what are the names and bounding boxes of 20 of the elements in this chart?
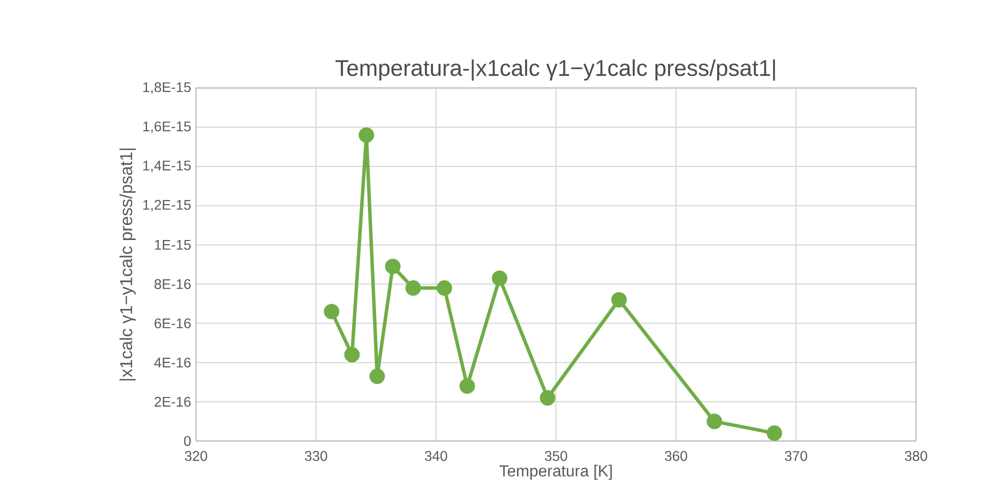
chart-title: Temperatura-|x1calc γ1−y1calc press/psat1| (335, 59, 775, 81)
x-tick-label: 330 (304, 451, 328, 461)
y-tick-label: 4E-16 (154, 358, 191, 368)
y-tick-label: 1,2E-15 (143, 200, 191, 212)
x-tick-label: 370 (784, 451, 808, 461)
y-axis-title: |x1calc γ1−y1calc press/psat1| (120, 148, 136, 380)
x-tick-label: 360 (664, 451, 688, 461)
y-tick-label: 8E-16 (154, 279, 191, 290)
x-tick-label: 340 (424, 451, 448, 461)
x-tick-label: 380 (904, 451, 928, 461)
y-tick-label: 0 (184, 436, 191, 446)
x-axis-title: Temperatura [K] (499, 464, 612, 480)
y-tick-label: 1E-15 (155, 240, 191, 250)
x-tick-label: 350 (544, 451, 568, 461)
y-tick-label: 1,6E-15 (143, 121, 191, 134)
y-tick-label: 1,4E-15 (143, 160, 191, 172)
x-tick-label: 320 (184, 451, 208, 461)
y-tick-label: 1,8E-15 (143, 82, 191, 94)
y-tick-label: 6E-16 (154, 318, 191, 328)
y-tick-label: 2E-16 (154, 396, 191, 407)
